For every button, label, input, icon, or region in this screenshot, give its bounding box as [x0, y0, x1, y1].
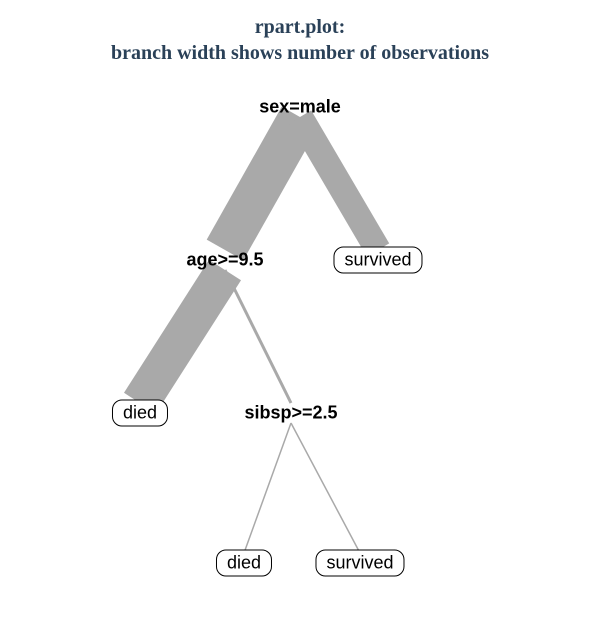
- leaf-node: died: [112, 400, 168, 427]
- tree-branches: [0, 0, 600, 620]
- leaf-node: died: [216, 550, 272, 577]
- split-node: sex=male: [259, 97, 341, 118]
- branch: [289, 110, 389, 256]
- split-node: sibsp>=2.5: [244, 403, 337, 424]
- branch: [224, 269, 293, 403]
- branch: [290, 423, 360, 554]
- branch: [243, 423, 291, 554]
- branch: [124, 260, 241, 413]
- split-node: age>=9.5: [186, 250, 263, 271]
- leaf-node: survived: [333, 247, 422, 274]
- leaf-node: survived: [315, 550, 404, 577]
